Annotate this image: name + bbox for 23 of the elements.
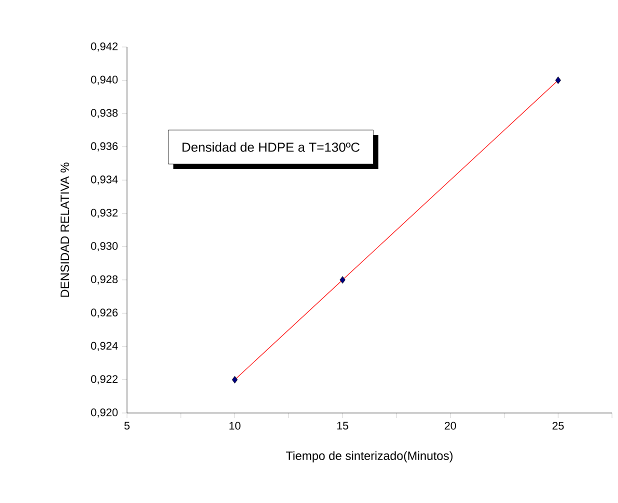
y-tick-label: 0,926 [91,308,118,318]
y-tick-label: 0,932 [91,208,118,218]
y-tick-label: 0,922 [91,375,118,384]
point [232,376,238,384]
y-tick-label: 0,940 [91,76,118,85]
y-tick-label: 0,938 [91,109,118,118]
point [555,76,561,84]
x-axis-title: Tiempo de sinterizado(Minutos) [286,451,453,462]
y-tick-label: 0,934 [91,176,118,185]
y-tick-label: 0,928 [91,275,118,284]
x-tick-label: 10 [229,422,240,430]
x-tick-label: 5 [124,422,130,430]
y-axis-title: DENSIDAD RELATIVA % [60,162,70,297]
y-tick-label: 0,930 [91,242,118,252]
point [340,276,346,284]
y-tick-label: 0,924 [91,342,118,351]
x-tick-label: 25 [552,422,564,430]
x-tick-label: 20 [444,422,456,430]
y-tick-label: 0,920 [91,408,118,418]
y-tick-label: 0,942 [91,42,118,52]
annotation: Densidad de HDPE a T=130ºC [182,142,360,152]
y-tick-label: 0,936 [91,142,118,152]
x-tick-label: 15 [337,422,348,430]
